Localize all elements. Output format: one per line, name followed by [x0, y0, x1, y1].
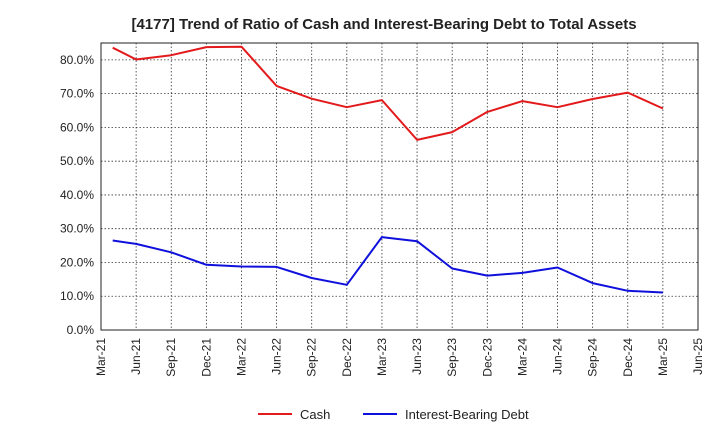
y-tick-label: 10.0% — [60, 289, 94, 303]
y-tick-label: 70.0% — [60, 87, 94, 101]
legend-debt-label: Interest-Bearing Debt — [405, 407, 529, 422]
grid — [101, 43, 698, 330]
x-tick-label: Jun-22 — [270, 338, 284, 375]
y-tick-label: 80.0% — [60, 53, 94, 67]
x-tick-label: Mar-21 — [94, 338, 108, 376]
x-tick-label: Mar-24 — [515, 338, 529, 376]
y-tick-label: 0.0% — [67, 323, 95, 337]
x-tick-label: Dec-23 — [480, 338, 494, 377]
y-axis: 0.0% 10.0% 20.0% 30.0% 40.0% 50.0% 60.0% 70.0% 8… — [60, 53, 94, 337]
x-tick-label: Sep-24 — [586, 338, 600, 377]
legend-cash-label: Cash — [300, 407, 330, 422]
x-tick-label: Mar-22 — [234, 338, 248, 376]
x-tick-label: Dec-24 — [621, 338, 635, 377]
x-tick-label: Dec-22 — [340, 338, 354, 377]
y-tick-label: 20.0% — [60, 255, 94, 269]
chart-title: [4177] Trend of Ratio of Cash and Intere… — [131, 16, 636, 33]
x-tick-label: Sep-21 — [164, 338, 178, 377]
x-tick-label: Jun-21 — [129, 338, 143, 375]
x-axis: Mar-21 Jun-21 Sep-21 Dec-21 Mar-22 Jun-22 Sep-… — [94, 338, 705, 377]
x-tick-label: Jun-23 — [410, 338, 424, 375]
y-tick-label: 60.0% — [60, 120, 94, 134]
x-tick-label: Jun-25 — [691, 338, 705, 375]
x-tick-label: Mar-25 — [656, 338, 670, 376]
plot-area — [100, 42, 699, 331]
legend: Cash Interest-Bearing Debt — [258, 407, 529, 422]
x-tick-label: Sep-22 — [305, 338, 319, 377]
y-tick-label: 50.0% — [60, 154, 94, 168]
x-tick-label: Dec-21 — [199, 338, 213, 377]
y-tick-label: 30.0% — [60, 222, 94, 236]
series-line-cash — [112, 45, 664, 141]
x-tick-label: Sep-23 — [445, 338, 459, 377]
y-tick-label: 40.0% — [60, 188, 94, 202]
series-line-interest-bearing-debt — [112, 236, 663, 294]
x-tick-label: Jun-24 — [551, 338, 565, 375]
x-tick-label: Mar-23 — [375, 338, 389, 376]
series-group — [112, 45, 664, 294]
